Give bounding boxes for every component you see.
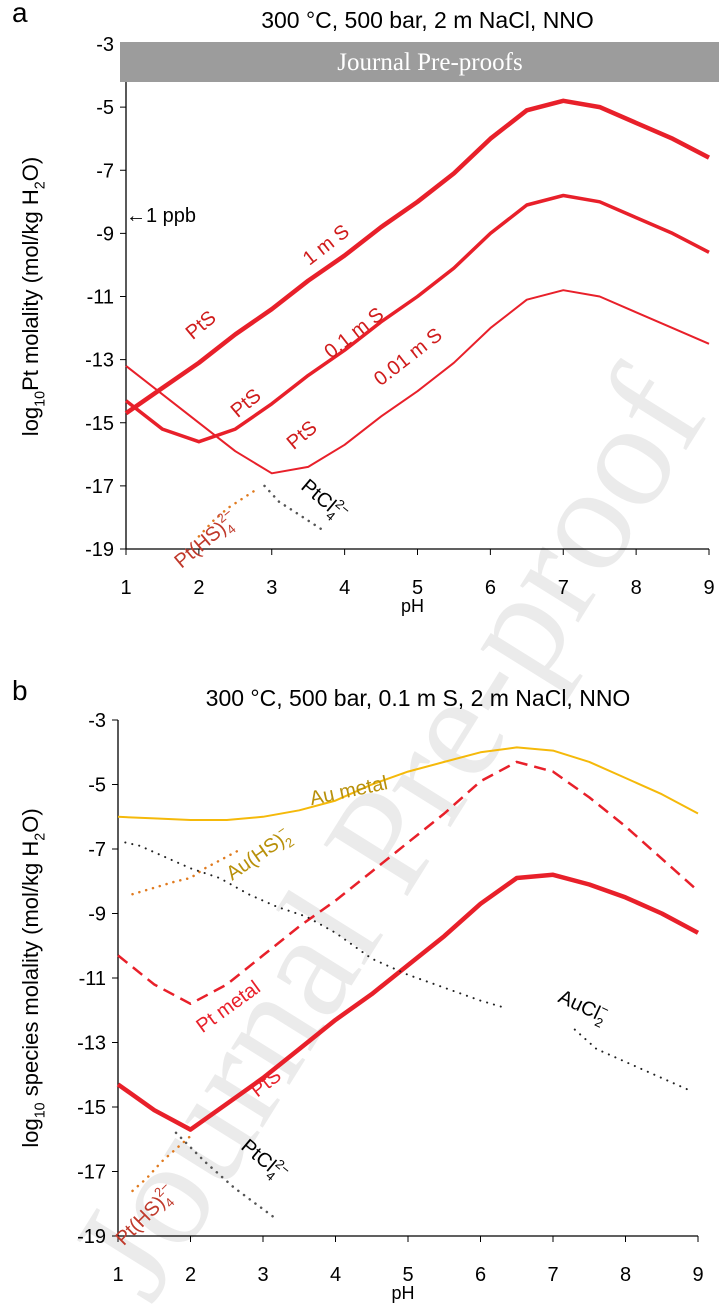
x-tick-label: 5 [402, 1264, 413, 1286]
x-tick-label: 2 [193, 577, 204, 599]
data-line [124, 98, 711, 416]
text-part: PtS [283, 417, 322, 455]
watermark: Journal Pre-proof [38, 343, 719, 1309]
annotation: Pt(HS)42− [168, 505, 244, 576]
line-label: 0.1 m S [320, 303, 388, 363]
y-tick-label: -9 [88, 904, 106, 926]
y-tick-label: -17 [77, 1162, 106, 1184]
y-tick-label: -13 [85, 350, 114, 372]
x-tick-label: 7 [547, 1264, 558, 1286]
y-tick-label: -19 [77, 1226, 106, 1248]
y-tick-label: -3 [88, 710, 106, 732]
data-line [263, 484, 325, 532]
panel-label: a [12, 0, 28, 28]
text-part: PtS [182, 307, 221, 345]
line-label: 0.01 m S [370, 324, 447, 391]
text-part: Pt molality (mol/kg H [18, 189, 43, 391]
data-line [197, 487, 259, 538]
data-line [124, 193, 710, 444]
y-tick-label: -17 [85, 476, 114, 498]
text-part: Pt(HS) [170, 517, 230, 572]
y-tick-label: -9 [96, 223, 114, 245]
y-tick-label: -5 [96, 97, 114, 119]
x-axis-label: pH [401, 596, 424, 616]
banner-bg [120, 42, 719, 82]
x-tick-label: 1 [120, 577, 131, 599]
chart-title: 300 °C, 500 bar, 0.1 m S, 2 m NaCl, NNO [206, 685, 631, 711]
x-tick-label: 6 [475, 1264, 486, 1286]
y-tick-label: -7 [96, 160, 114, 182]
text-part: 2− [214, 505, 235, 526]
text-part: 2 [33, 181, 49, 189]
x-tick-label: 9 [703, 577, 714, 599]
x-tick-label: 6 [485, 577, 496, 599]
data-line [125, 289, 710, 475]
annotation: AuCl2− [553, 982, 612, 1031]
data-line [116, 872, 700, 1132]
panel-label: b [12, 675, 28, 706]
y-tick-label: -7 [88, 839, 106, 861]
x-tick-label: 4 [330, 1264, 341, 1286]
text-part: ←1 ppb [126, 205, 196, 227]
y-axis-label: log10Pt molality (mol/kg H2O) [18, 157, 49, 436]
text-part: 2− [333, 496, 354, 517]
y-tick-label: -15 [77, 1097, 106, 1119]
text-part: log [18, 1118, 43, 1147]
annotation: PtS [283, 417, 322, 455]
text-part: species molality (mol/kg H [18, 841, 43, 1103]
text-part: O) [18, 808, 43, 832]
x-axis-label: pH [391, 1283, 414, 1303]
y-tick-label: -5 [88, 775, 106, 797]
y-tick-label: -11 [79, 968, 106, 990]
y-tick-label: -13 [77, 1033, 106, 1055]
x-tick-label: 5 [412, 577, 423, 599]
text-part: 10 [33, 1102, 49, 1118]
data-line [124, 841, 692, 1092]
data-line [131, 847, 243, 896]
annotation: ←1 ppb [126, 205, 196, 227]
annotation: PtS [182, 307, 221, 345]
x-tick-label: 3 [266, 577, 277, 599]
text-part: log [18, 407, 43, 436]
text-part: 2 [33, 833, 49, 841]
data-line [117, 746, 699, 821]
x-tick-label: 9 [692, 1264, 703, 1286]
text-part: PtS [227, 385, 266, 423]
x-tick-label: 8 [620, 1264, 631, 1286]
x-tick-label: 2 [185, 1264, 196, 1286]
text-part: 2− [273, 1156, 294, 1177]
line-label: 1 m S [299, 221, 354, 271]
banner: Journal Pre-proofs [337, 49, 522, 76]
annotation: PtCl42− [294, 472, 353, 529]
y-tick-label: -15 [85, 413, 114, 435]
y-tick-label: -19 [85, 539, 114, 561]
x-tick-label: 3 [257, 1264, 268, 1286]
text-part: 10 [33, 391, 49, 407]
y-axis-label: log10 species molality (mol/kg H2O) [18, 808, 49, 1147]
x-tick-label: 4 [339, 577, 350, 599]
x-tick-label: 7 [558, 577, 569, 599]
x-tick-label: 1 [112, 1264, 123, 1286]
annotation: PtS [227, 385, 266, 423]
text-part: O) [18, 157, 43, 181]
y-tick-label: -3 [96, 34, 114, 56]
x-tick-label: 8 [631, 577, 642, 599]
chart-title: 300 °C, 500 bar, 2 m NaCl, NNO [261, 7, 594, 33]
data-line [117, 760, 699, 1006]
data-line [174, 1131, 279, 1222]
y-tick-label: -11 [87, 287, 114, 309]
